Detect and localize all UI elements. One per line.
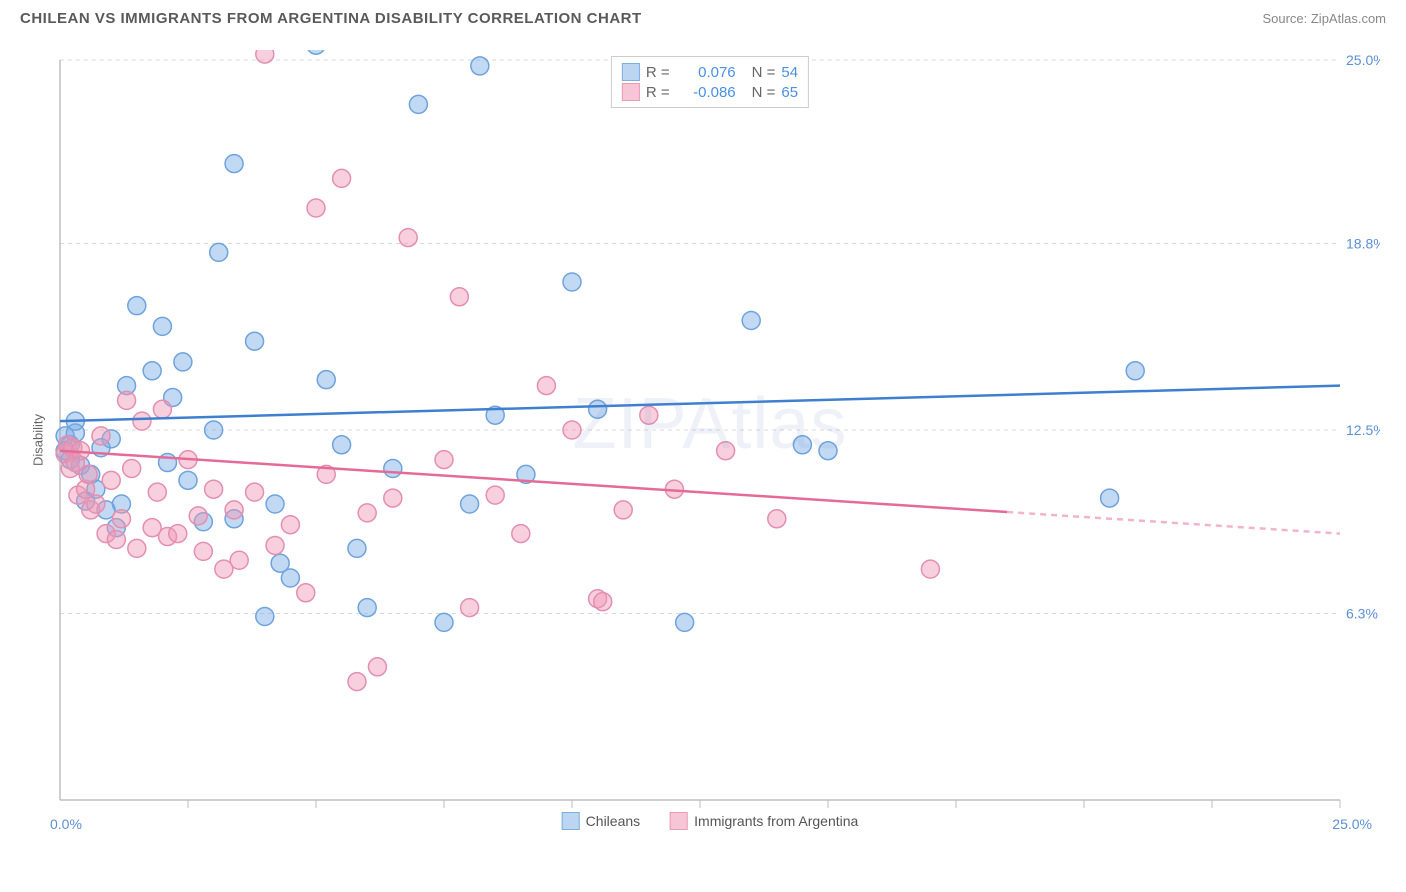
stats-legend: R = 0.076 N = 54 R = -0.086 N = 65 — [611, 56, 809, 108]
stats-row-argentina: R = -0.086 N = 65 — [622, 83, 798, 101]
swatch-chileans-bottom — [562, 812, 580, 830]
r-value-chileans: 0.076 — [676, 64, 736, 81]
svg-text:18.8%: 18.8% — [1346, 236, 1380, 252]
svg-text:6.3%: 6.3% — [1346, 606, 1378, 622]
chart-area: Disability 6.3%12.5%18.8%25.0% ZIPAtlas … — [40, 50, 1380, 830]
legend-item-chileans: Chileans — [562, 812, 640, 830]
r-value-argentina: -0.086 — [676, 84, 736, 101]
legend-label-chileans: Chileans — [586, 813, 640, 829]
r-label: R = — [646, 64, 670, 81]
scatter-plot-svg: 6.3% 12.5% 18.8% 25.0% — [40, 50, 1380, 830]
swatch-argentina — [622, 83, 640, 101]
n-value-chileans: 54 — [781, 64, 798, 81]
svg-text:12.5%: 12.5% — [1346, 422, 1380, 438]
n-value-argentina: 65 — [781, 84, 798, 101]
n-label: N = — [752, 84, 776, 101]
swatch-argentina-bottom — [670, 812, 688, 830]
n-label: N = — [752, 64, 776, 81]
swatch-chileans — [622, 63, 640, 81]
chart-title: CHILEAN VS IMMIGRANTS FROM ARGENTINA DIS… — [20, 10, 642, 27]
y-axis-label: Disability — [31, 414, 46, 466]
stats-row-chileans: R = 0.076 N = 54 — [622, 63, 798, 81]
legend-item-argentina: Immigrants from Argentina — [670, 812, 858, 830]
chart-header: CHILEAN VS IMMIGRANTS FROM ARGENTINA DIS… — [0, 0, 1406, 31]
x-tick-max: 25.0% — [1332, 816, 1372, 832]
bottom-legend: Chileans Immigrants from Argentina — [562, 812, 859, 830]
legend-label-argentina: Immigrants from Argentina — [694, 813, 858, 829]
source-label: Source: ZipAtlas.com — [1262, 11, 1386, 26]
svg-text:25.0%: 25.0% — [1346, 52, 1380, 68]
x-tick-min: 0.0% — [50, 816, 82, 832]
r-label: R = — [646, 84, 670, 101]
